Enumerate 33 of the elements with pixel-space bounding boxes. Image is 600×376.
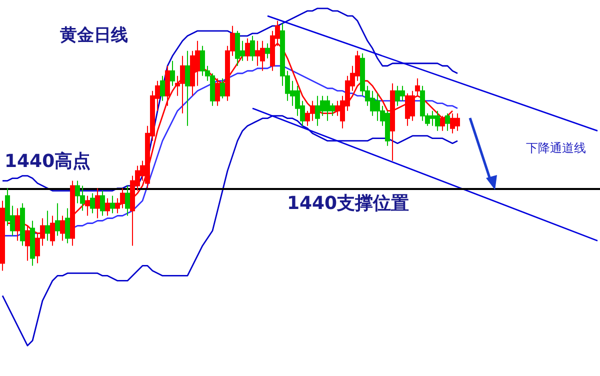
candlestick xyxy=(185,50,190,126)
candlestick xyxy=(0,200,5,272)
ref-line-label: 1440支撑位置 xyxy=(286,192,410,214)
candlestick xyxy=(110,195,115,214)
candlestick xyxy=(265,42,270,59)
candlestick xyxy=(50,215,55,246)
candlestick xyxy=(170,60,175,86)
candlestick xyxy=(90,192,95,214)
candlestick xyxy=(160,75,165,102)
annotation: 下降通道线 xyxy=(526,141,586,155)
candlestick xyxy=(65,208,70,244)
candlestick xyxy=(245,38,250,62)
candlestick xyxy=(250,35,255,62)
candlestick xyxy=(85,195,90,216)
candlestick xyxy=(440,115,445,132)
candlestick xyxy=(220,78,225,99)
annotation: 1440高点 xyxy=(4,150,91,172)
candlestick xyxy=(30,220,35,266)
candlestick xyxy=(100,190,105,216)
candlestick xyxy=(125,185,130,216)
candlestick xyxy=(55,202,60,236)
candlestick xyxy=(15,208,20,242)
candlestick xyxy=(415,78,420,96)
candlestick xyxy=(165,65,170,106)
candlestick xyxy=(105,198,110,216)
candlestick xyxy=(45,210,50,242)
chart-title: 黄金日线 xyxy=(59,26,128,46)
candlestick xyxy=(95,188,100,219)
candlestick xyxy=(445,112,450,132)
candlestick xyxy=(215,78,220,106)
candlestick xyxy=(60,215,65,242)
candlestick xyxy=(20,202,25,246)
candlestick xyxy=(390,82,395,162)
